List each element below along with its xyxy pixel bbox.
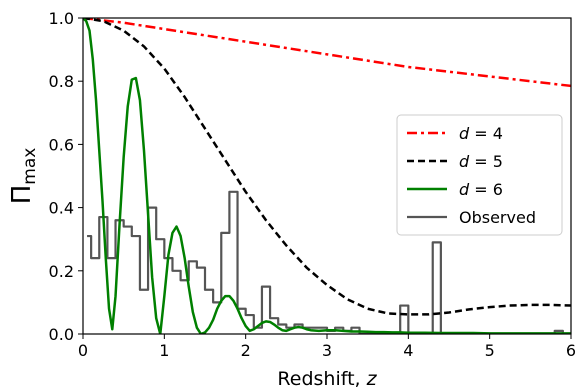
y-axis-label: Πmax (7, 148, 40, 205)
y-tick-label: 0.8 (49, 72, 74, 91)
x-axis-label: Redshift, z (277, 368, 377, 390)
series-line-d-6 (83, 18, 571, 334)
legend-label: d = 5 (459, 152, 503, 171)
x-tick-label: 3 (322, 341, 332, 360)
x-tick-label: 0 (78, 341, 88, 360)
legend-label: d = 4 (459, 124, 503, 143)
x-tick-label: 1 (159, 341, 169, 360)
x-tick-label: 6 (566, 341, 576, 360)
y-tick-label: 1.0 (49, 9, 74, 28)
y-tick-label: 0.2 (49, 262, 74, 281)
y-tick-label: 0.6 (49, 135, 74, 154)
ticks-layer: 0 1 2 3 4 5 6 0.0 0.2 0.4 0.6 0.8 1.0 (49, 9, 577, 360)
legend-label: Observed (459, 208, 536, 227)
series-line-observed (87, 190, 571, 334)
x-tick-label: 2 (241, 341, 251, 360)
x-tick-label: 4 (403, 341, 413, 360)
legend-label: d = 6 (459, 180, 503, 199)
y-tick-label: 0.0 (49, 325, 74, 344)
series-line-d-4 (83, 18, 571, 88)
legend-box (396, 114, 563, 236)
legend: d = 4 d = 5 d = 6 Observed (396, 114, 563, 236)
x-tick-label: 5 (485, 341, 495, 360)
y-tick-label: 0.4 (49, 199, 74, 218)
series-line-d-5 (83, 18, 571, 316)
series-layer (83, 18, 571, 334)
